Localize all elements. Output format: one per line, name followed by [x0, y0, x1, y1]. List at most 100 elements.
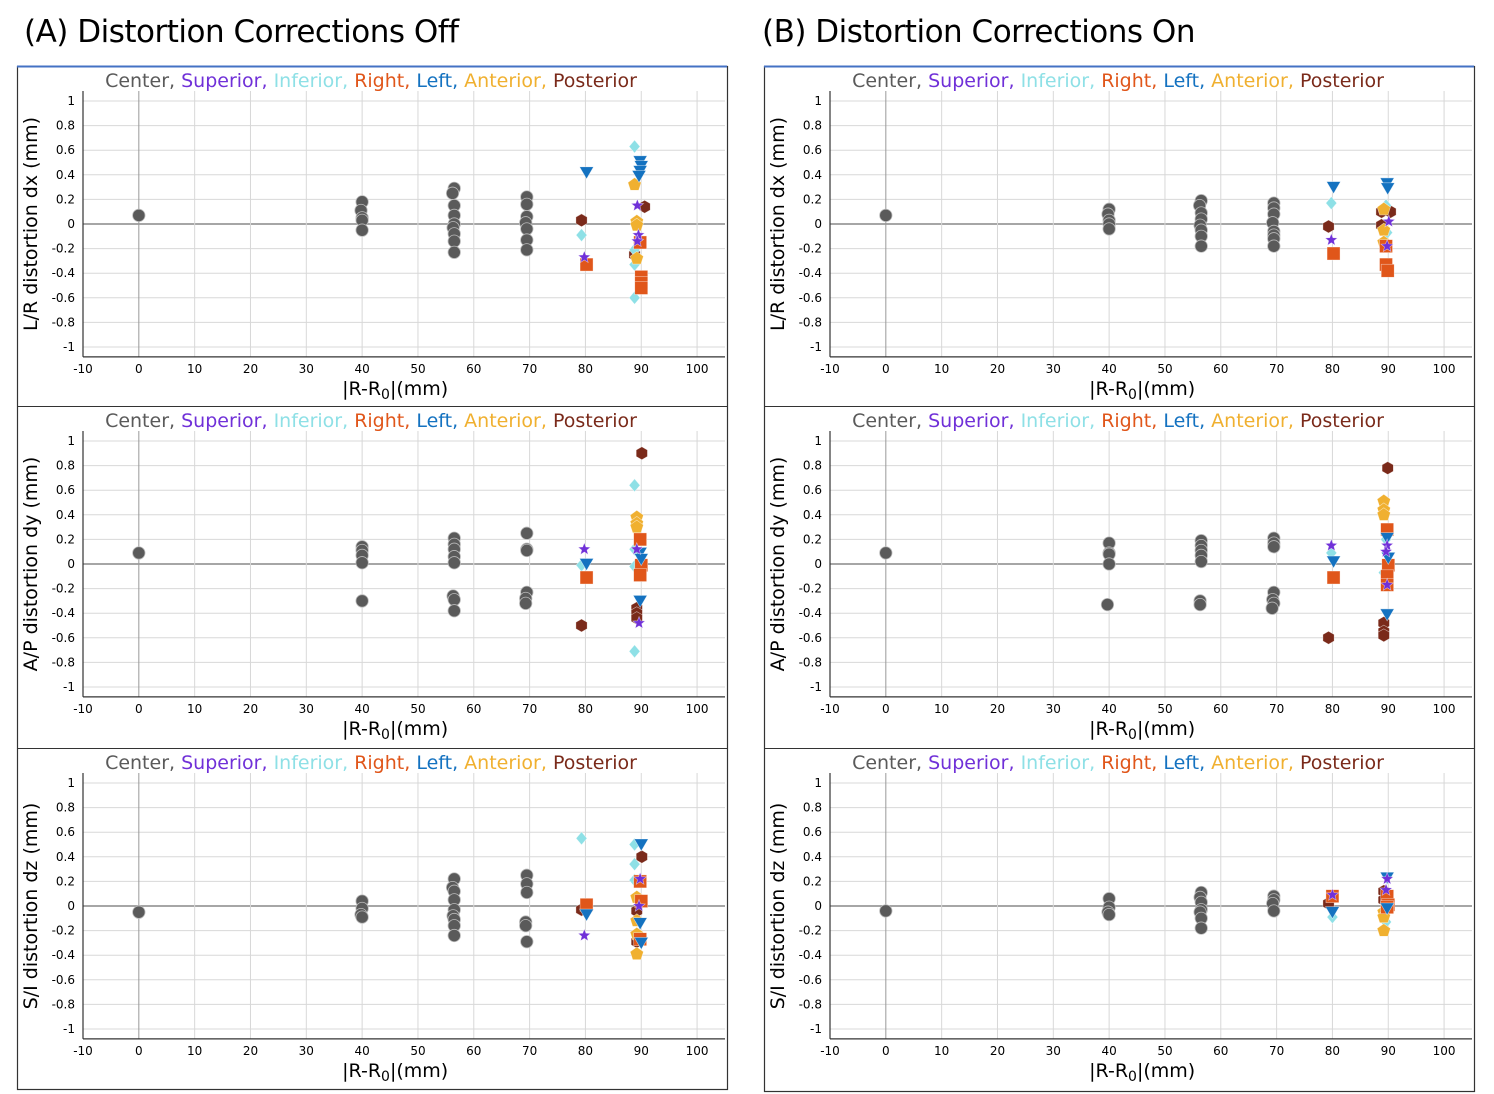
legend: Center, Superior, Inferior, Right, Left,…	[105, 410, 637, 432]
data-point-left	[1324, 906, 1340, 920]
x-axis-label: |R-R0|(mm)	[342, 1060, 448, 1085]
data-point-left	[633, 838, 649, 852]
panel-a-title: (A) Distortion Corrections Off	[24, 14, 459, 50]
x-tick-label: 80	[578, 1044, 593, 1058]
panel-b-title: (B) Distortion Corrections On	[762, 14, 1195, 50]
data-point-anterior	[1376, 507, 1391, 521]
x-tick-label: 20	[990, 362, 1005, 376]
x-tick-label: -10	[820, 702, 840, 716]
legend-entry-right: Right,	[1101, 752, 1163, 774]
x-tick-label: 30	[299, 362, 314, 376]
y-tick-label: 0.6	[56, 483, 75, 497]
series-anterior	[1376, 493, 1391, 521]
data-point-superior	[1380, 238, 1395, 253]
x-tick-label: 30	[299, 702, 314, 716]
y-tick-label: -1	[63, 340, 75, 354]
data-point-center	[1265, 601, 1279, 615]
x-axis-label: |R-R0|(mm)	[1089, 718, 1195, 743]
x-tick-label: 50	[1157, 702, 1172, 716]
legend-entry-center: Center,	[852, 70, 928, 92]
x-tick-label: 90	[1381, 1044, 1396, 1058]
subplot-A-dx: Center, Superior, Inferior, Right, Left,…	[20, 70, 725, 403]
legend-entry-right: Right,	[1101, 70, 1163, 92]
data-point-inferior	[575, 228, 588, 243]
data-point-center	[132, 208, 146, 222]
x-tick-label: 80	[578, 702, 593, 716]
series-center	[879, 194, 1281, 253]
data-point-right	[1380, 263, 1395, 278]
y-axis-label: S/I distortion dz (mm)	[20, 803, 42, 1010]
y-tick-label: -0.6	[799, 631, 822, 645]
data-point-right	[1326, 570, 1341, 585]
x-tick-label: 60	[1213, 1044, 1228, 1058]
x-tick-label: 10	[934, 702, 949, 716]
subplot-A-dy: Center, Superior, Inferior, Right, Left,…	[17, 406, 727, 743]
series-anterior	[629, 509, 644, 534]
x-tick-label: 90	[634, 702, 649, 716]
legend: Center, Superior, Inferior, Right, Left,…	[852, 70, 1384, 92]
series-posterior	[1322, 461, 1394, 645]
data-point-inferior	[628, 478, 641, 493]
y-tick-label: 1	[814, 434, 822, 448]
data-point-anterior	[1376, 201, 1391, 216]
legend-entry-left: Left,	[1163, 70, 1211, 92]
data-point-center	[519, 919, 533, 933]
legend-entry-inferior: Inferior,	[1021, 70, 1102, 92]
x-tick-label: 10	[187, 702, 202, 716]
series-center	[879, 531, 1281, 615]
data-point-superior	[1325, 887, 1340, 901]
data-point-superior	[630, 198, 645, 212]
series-superior	[577, 198, 646, 264]
data-point-center	[1193, 597, 1207, 612]
x-tick-label: 40	[354, 362, 369, 376]
y-axis-label: S/I distortion dz (mm)	[767, 803, 789, 1010]
data-point-inferior	[628, 644, 641, 659]
y-tick-label: 0.8	[803, 801, 822, 815]
data-point-center	[447, 593, 461, 607]
y-tick-label: -0.4	[52, 948, 75, 962]
x-tick-label: 100	[1433, 702, 1456, 716]
data-point-center	[1102, 557, 1116, 571]
series-left	[1326, 177, 1396, 196]
data-point-center	[445, 186, 460, 200]
x-tick-label: 100	[686, 702, 709, 716]
x-tick-label: 0	[882, 702, 890, 716]
y-tick-label: -0.8	[799, 315, 822, 329]
y-tick-label: -0.2	[799, 924, 822, 938]
data-point-center	[1194, 239, 1208, 253]
x-tick-label: -10	[820, 1044, 840, 1058]
y-axis-label: L/R distortion dx (mm)	[20, 117, 42, 331]
legend-entry-anterior: Anterior,	[464, 752, 553, 774]
x-tick-label: 80	[578, 362, 593, 376]
data-point-center	[520, 935, 534, 949]
data-point-center	[520, 526, 534, 540]
legend-entry-anterior: Anterior,	[1211, 70, 1300, 92]
y-tick-label: 0.2	[56, 192, 75, 206]
y-tick-label: -1	[63, 1022, 75, 1036]
data-point-inferior	[628, 857, 641, 872]
data-point-left	[579, 558, 595, 572]
x-tick-label: 60	[1213, 702, 1228, 716]
legend-entry-anterior: Anterior,	[464, 410, 553, 432]
y-tick-label: -0.2	[52, 242, 75, 256]
data-point-anterior	[629, 946, 644, 960]
x-tick-label: 30	[1046, 362, 1061, 376]
y-tick-label: -0.4	[799, 606, 822, 620]
legend-entry-left: Left,	[416, 70, 464, 92]
y-tick-label: 0.6	[803, 483, 822, 497]
data-point-inferior	[575, 831, 588, 846]
y-tick-label: 0.4	[56, 850, 75, 864]
x-tick-label: 90	[634, 362, 649, 376]
data-point-center	[1194, 921, 1208, 935]
y-tick-label: 1	[814, 776, 822, 790]
x-tick-label: 80	[1325, 362, 1340, 376]
y-tick-label: -0.4	[52, 266, 75, 280]
legend: Center, Superior, Inferior, Right, Left,…	[105, 752, 637, 774]
data-point-center	[519, 596, 533, 610]
x-tick-label: 90	[634, 1044, 649, 1058]
series-superior	[1324, 538, 1395, 591]
series-left	[579, 155, 649, 184]
legend-entry-left: Left,	[1163, 410, 1211, 432]
series-superior	[577, 871, 648, 942]
legend-entry-center: Center,	[852, 752, 928, 774]
